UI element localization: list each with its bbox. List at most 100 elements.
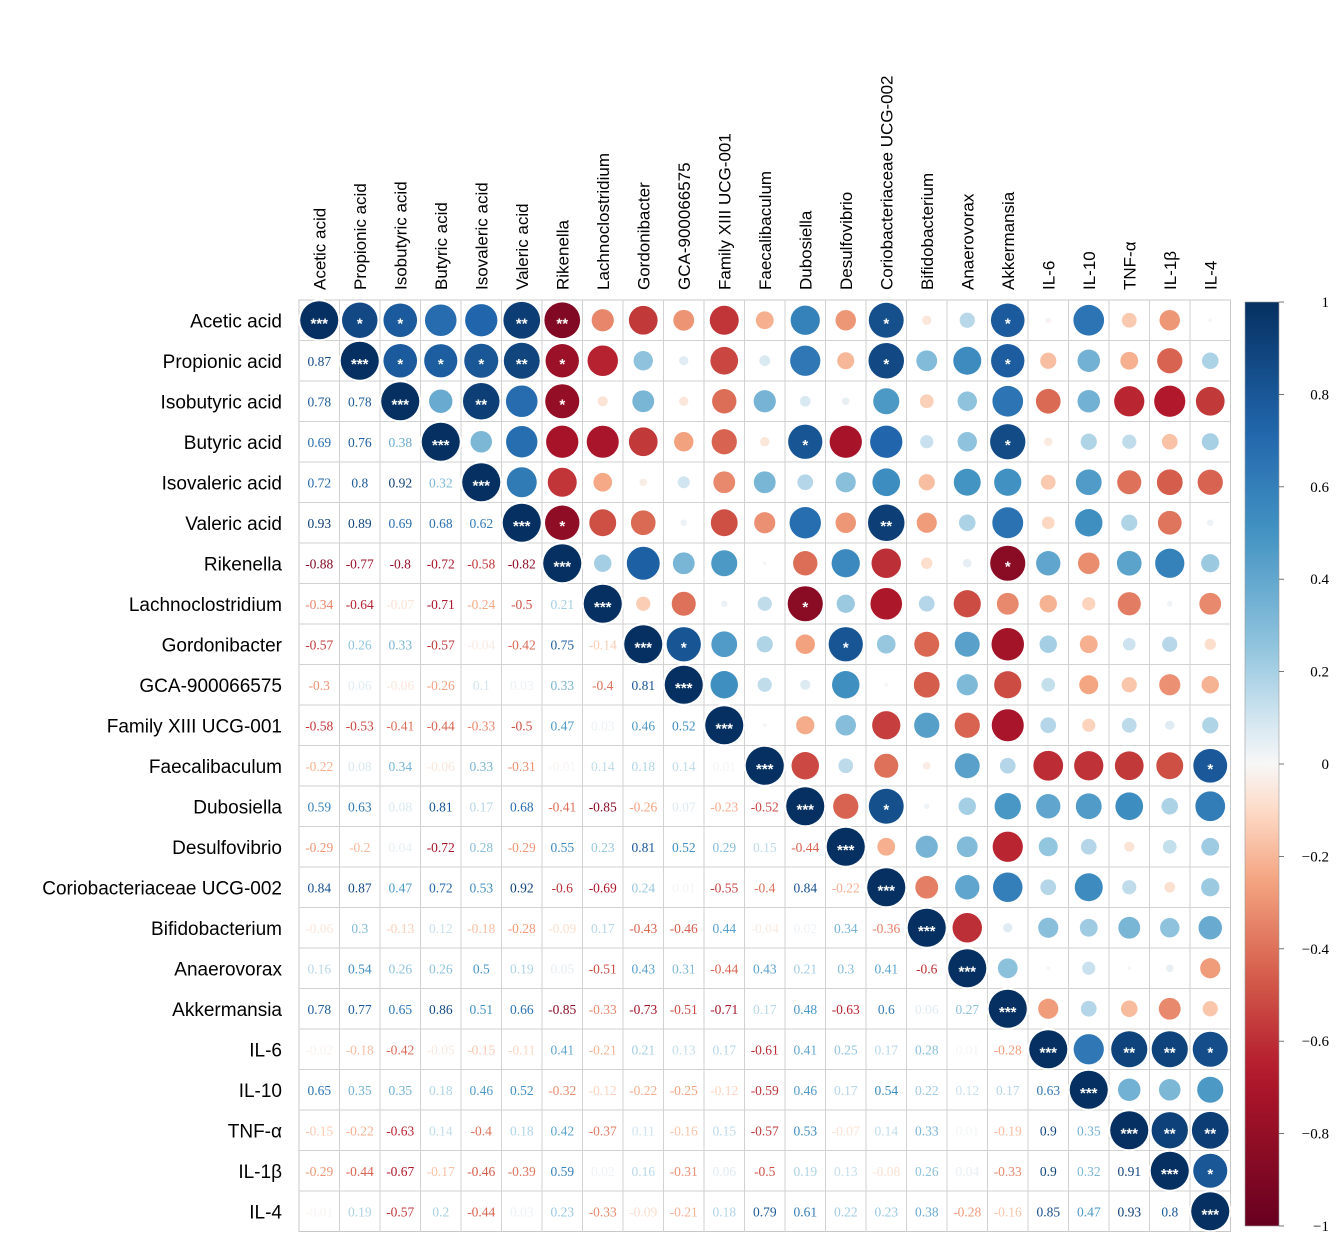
correlation-circle xyxy=(545,344,579,378)
diagonal-ring xyxy=(662,663,705,706)
diagonal-ring xyxy=(743,744,786,787)
correlation-value: -0.15 xyxy=(467,1042,495,1057)
row-label: Rikenella xyxy=(204,554,283,575)
significance-stars: *** xyxy=(999,1004,1017,1021)
column-label: Lachnoclostridium xyxy=(594,153,613,290)
correlation-value: -0.88 xyxy=(305,556,333,571)
row-label: Dubosiella xyxy=(193,797,282,818)
significance-stars: * xyxy=(883,801,889,818)
correlation-circle xyxy=(871,548,901,578)
correlation-circle xyxy=(543,544,582,583)
correlation-value: -0.34 xyxy=(305,597,333,612)
correlation-circle xyxy=(1193,1153,1228,1188)
correlation-circle xyxy=(1167,601,1173,607)
significance-stars: * xyxy=(1005,437,1011,454)
correlation-value: -0.72 xyxy=(427,556,455,571)
correlation-circle xyxy=(877,837,896,856)
correlation-circle xyxy=(1162,636,1178,652)
diagonal-ring xyxy=(824,825,867,868)
correlation-circle xyxy=(1117,1078,1141,1102)
correlation-value: 0.24 xyxy=(631,880,655,895)
correlation-circle xyxy=(1155,548,1185,578)
correlation-value: -0.2 xyxy=(349,840,370,855)
correlation-value: -0.6 xyxy=(916,961,938,976)
colorbar-tick-label: 0.4 xyxy=(1310,572,1329,588)
correlation-circle xyxy=(924,803,930,809)
correlation-circle xyxy=(1156,469,1183,496)
diagonal-ring xyxy=(379,380,422,423)
diagonal-ring xyxy=(986,987,1029,1030)
column-label: IL-1β xyxy=(1161,251,1180,290)
correlation-value: 0.04 xyxy=(955,1164,979,1179)
column-label: Anaerovorax xyxy=(958,193,977,290)
correlation-value: 0.14 xyxy=(672,759,696,774)
correlation-value: 0.26 xyxy=(915,1164,939,1179)
correlation-value: -0.12 xyxy=(710,1083,738,1098)
row-label: IL-6 xyxy=(249,1040,282,1061)
correlation-circle xyxy=(1157,348,1183,374)
correlation-value: -0.24 xyxy=(467,597,495,612)
diagonal-ring xyxy=(946,947,989,990)
correlation-circle xyxy=(594,554,612,572)
correlation-value: 0.27 xyxy=(955,1002,979,1017)
correlation-circle xyxy=(705,706,744,745)
correlation-circle xyxy=(1204,638,1216,650)
diagonal-ring xyxy=(905,906,948,949)
correlation-value: 0.03 xyxy=(591,718,615,733)
correlation-circle xyxy=(835,310,856,331)
correlation-circle xyxy=(753,390,776,413)
column-label: Coriobacteriaceae UCG-002 xyxy=(877,76,896,291)
diagonal-ring xyxy=(338,339,381,382)
correlation-value: 0.19 xyxy=(510,961,534,976)
correlation-value: 0.93 xyxy=(1117,1204,1141,1219)
correlation-value: -0.4 xyxy=(754,880,776,895)
correlation-circle xyxy=(1158,997,1181,1020)
correlation-value: -0.5 xyxy=(511,718,533,733)
correlation-circle xyxy=(953,590,981,618)
correlation-value: 0.46 xyxy=(793,1083,817,1098)
correlation-value: -0.39 xyxy=(508,1164,536,1179)
diagonal-ring xyxy=(1067,1068,1110,1111)
correlation-circle xyxy=(1151,1031,1188,1068)
correlation-value: 0.11 xyxy=(632,1123,655,1138)
significance-stars: * xyxy=(559,396,565,413)
significance-stars: ** xyxy=(1204,1125,1216,1142)
correlation-value: 0.92 xyxy=(388,475,412,490)
correlation-value: 0.87 xyxy=(348,880,372,895)
correlation-circle xyxy=(711,550,738,577)
correlation-circle xyxy=(789,507,821,539)
significance-stars: ** xyxy=(516,315,528,332)
correlation-circle xyxy=(867,504,905,542)
correlation-value: 0.78 xyxy=(307,394,331,409)
correlation-circle xyxy=(1114,751,1144,781)
colorbar-tick-label: −1 xyxy=(1313,1219,1329,1235)
correlation-circle xyxy=(1117,470,1142,495)
correlation-value: -0.02 xyxy=(305,1042,333,1057)
correlation-value: -0.21 xyxy=(670,1204,698,1219)
significance-stars: *** xyxy=(553,558,571,575)
significance-stars: *** xyxy=(1080,1085,1098,1102)
correlation-value: -0.57 xyxy=(751,1123,779,1138)
correlation-circle xyxy=(1201,352,1219,370)
correlation-value: 0.38 xyxy=(915,1204,939,1219)
correlation-circle xyxy=(1117,592,1141,616)
correlation-value: 0.14 xyxy=(591,759,615,774)
correlation-circle xyxy=(962,558,972,568)
correlation-circle xyxy=(831,549,860,578)
correlation-circle xyxy=(1075,793,1102,820)
correlation-circle xyxy=(1200,958,1221,979)
correlation-circle xyxy=(679,396,689,406)
correlation-circle xyxy=(672,552,695,575)
correlation-circle xyxy=(957,432,977,452)
correlation-circle xyxy=(1201,554,1220,573)
correlation-value: 0.6 xyxy=(878,1002,895,1017)
correlation-value: -0.07 xyxy=(832,1123,860,1138)
correlation-circle xyxy=(835,512,856,533)
correlation-value: 0.66 xyxy=(510,1002,534,1017)
correlation-value: 0.3 xyxy=(351,921,368,936)
colorbar-tick-label: −0.8 xyxy=(1302,1127,1329,1143)
column-label: Desulfovibrio xyxy=(837,192,856,290)
correlation-value: -0.18 xyxy=(346,1042,374,1057)
row-label: Faecalibaculum xyxy=(149,757,282,778)
colorbar-tick-label: −0.6 xyxy=(1302,1034,1330,1050)
